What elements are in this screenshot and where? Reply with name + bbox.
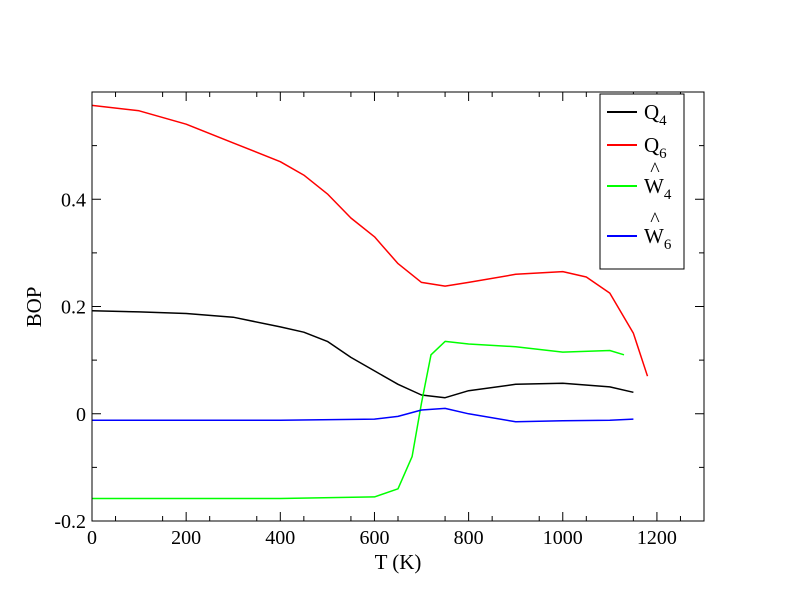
axis-ticks: 0 200 400 600 800 1000 1200-0.200.20.4 — [54, 92, 704, 549]
legend-label-w6: W6 — [644, 224, 672, 253]
legend-box — [599, 93, 685, 270]
legend-label-w4: W4 — [644, 174, 672, 203]
series-lines — [91, 104, 649, 500]
y-tick-label: 0 — [76, 404, 86, 426]
legend-hat-w6: ^ — [650, 209, 660, 231]
x-tick-label: 600 — [359, 527, 389, 549]
series-line-w6 — [92, 407, 634, 423]
y-axis-label: BOP — [22, 287, 46, 328]
series-line-q4 — [91, 310, 634, 399]
x-tick-label: 1200 — [637, 527, 677, 549]
y-tick-label: -0.2 — [54, 511, 86, 533]
x-tick-label: 200 — [171, 527, 201, 549]
x-tick-label: 0 — [87, 527, 97, 549]
x-tick-label: 400 — [265, 527, 295, 549]
legend-hat-w4: ^ — [650, 159, 660, 181]
legend-label-q4: Q4 — [644, 100, 667, 129]
x-tick-label: 1000 — [543, 527, 583, 549]
y-tick-label: 0.4 — [61, 189, 86, 211]
legend-label-q6: Q6 — [644, 133, 667, 162]
x-tick-label: 800 — [454, 527, 484, 549]
series-line-w4 — [92, 340, 625, 500]
y-tick-label: 0.2 — [61, 297, 86, 319]
series-line-q6 — [91, 104, 649, 377]
x-axis-label: T (K) — [375, 550, 422, 574]
